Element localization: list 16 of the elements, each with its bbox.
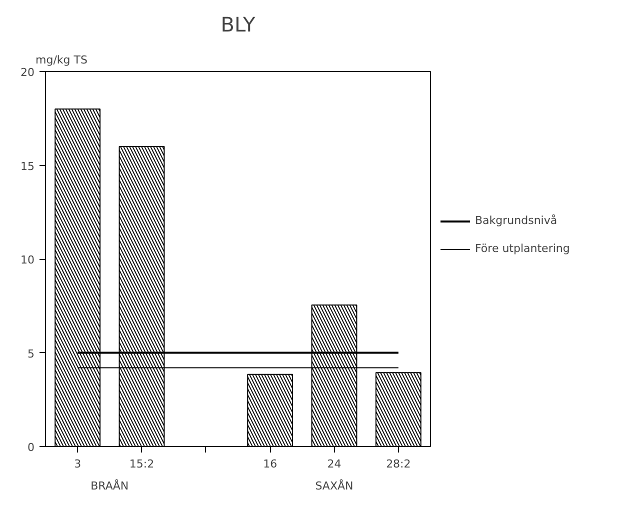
- x-tick-label: 24: [327, 458, 342, 470]
- y-tick-label: 5: [28, 347, 34, 360]
- chart-title: BLY: [220, 12, 256, 36]
- y-tick-label: 0: [28, 441, 34, 454]
- legend-label: Före utplantering: [475, 242, 570, 255]
- y-tick-label: 10: [20, 254, 35, 266]
- y-tick-label: 20: [20, 66, 35, 79]
- legend-label: Bakgrundsnivå: [475, 214, 558, 227]
- y-axis-title: mg/kg TS: [36, 54, 88, 66]
- text: SAXÅN: [315, 478, 354, 492]
- x-tick-label: 16: [263, 458, 278, 470]
- text: BRAÅN: [90, 478, 129, 492]
- x-tick-label: 28:2: [386, 458, 411, 470]
- x-tick-label: 3: [74, 458, 82, 470]
- x-tick-label: 15:2: [129, 458, 154, 470]
- y-tick-label: 15: [20, 160, 35, 173]
